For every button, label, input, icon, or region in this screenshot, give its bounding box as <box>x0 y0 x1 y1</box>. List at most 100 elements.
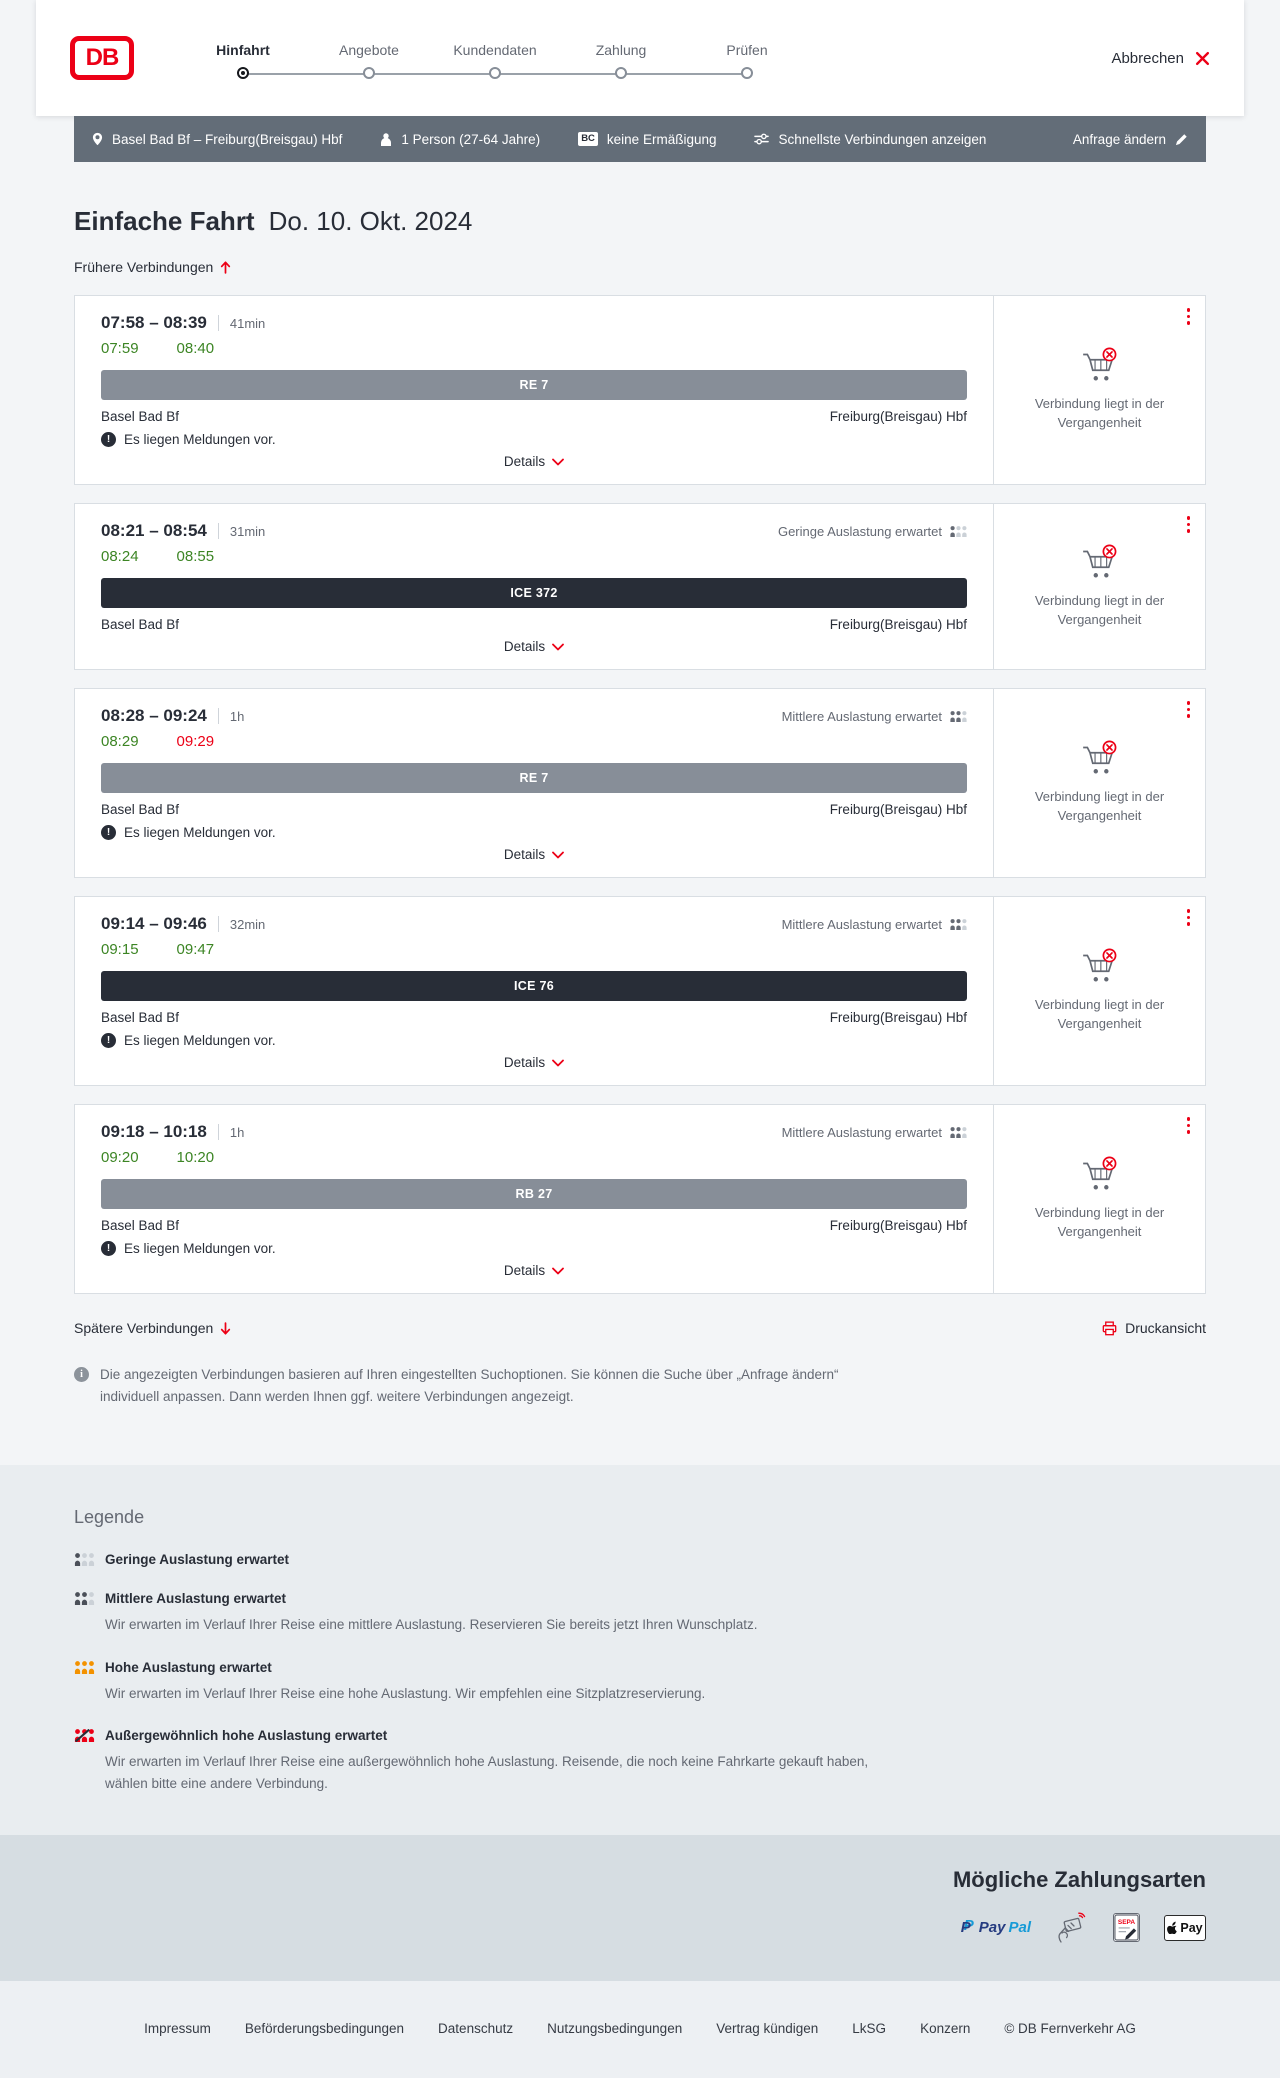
details-toggle[interactable]: Details <box>101 1055 967 1075</box>
footer-link-nutzungsbedingungen[interactable]: Nutzungsbedingungen <box>547 2020 683 2036</box>
search-options-note: Die angezeigten Verbindungen basieren au… <box>74 1364 884 1465</box>
printer-icon <box>1102 1320 1117 1335</box>
occupancy-medium-icon <box>950 1126 967 1138</box>
fastest-connections-label: Schnellste Verbindungen anzeigen <box>778 131 987 147</box>
chevron-down-icon <box>552 643 565 650</box>
step-label: Kundendaten <box>453 41 537 58</box>
kebab-menu[interactable] <box>1185 699 1193 720</box>
sepa-direct-debit-icon: SEPA <box>1113 1913 1140 1943</box>
past-connection-note: Verbindung liegt in der Vergangenheit <box>1034 396 1165 430</box>
divider <box>217 523 219 539</box>
planned-times: 07:58 – 08:39 <box>101 313 207 332</box>
connection-details: 08:21 – 08:54 31min Geringe Auslastung e… <box>75 504 993 669</box>
fastest-connections-toggle[interactable]: Schnellste Verbindungen anzeigen <box>754 132 986 147</box>
occupancy-exceptional-icon <box>74 1729 95 1743</box>
legend-item-medium: Mittlere Auslastung erwartet Wir erwarte… <box>74 1591 1206 1636</box>
train-label: RE 7 <box>519 771 549 785</box>
step-dot-icon <box>489 66 501 79</box>
occupancy-label: Mittlere Auslastung erwartet <box>781 1124 942 1140</box>
legend-item-high: Hohe Auslastung erwartet Wir erwarten im… <box>74 1660 1206 1705</box>
step-zahlung[interactable]: Zahlung <box>558 42 684 79</box>
origin-station: Basel Bad Bf <box>101 1010 180 1025</box>
search-options-note-text: Die angezeigten Verbindungen basieren au… <box>100 1367 839 1404</box>
planned-times: 09:18 – 10:18 <box>101 1122 207 1141</box>
details-toggle[interactable]: Details <box>101 1263 967 1283</box>
step-pruefen[interactable]: Prüfen <box>684 42 810 79</box>
planned-times: 08:21 – 08:54 <box>101 521 207 540</box>
divider <box>217 315 219 331</box>
duration: 32min <box>229 916 266 932</box>
occupancy-label: Geringe Auslastung erwartet <box>777 523 942 539</box>
step-angebote[interactable]: Angebote <box>306 42 432 79</box>
planned-times: 08:28 – 09:24 <box>101 706 207 725</box>
step-kundendaten[interactable]: Kundendaten <box>432 42 558 79</box>
legend-label: Mittlere Auslastung erwartet <box>105 1591 287 1607</box>
footer-link-datenschutz[interactable]: Datenschutz <box>438 2020 514 2036</box>
step-dot-icon <box>741 66 753 79</box>
messages-note: Es liegen Meldungen vor. <box>101 1033 967 1048</box>
cancel-label: Abbrechen <box>1111 49 1184 67</box>
cart-unavailable-icon <box>1082 1156 1116 1190</box>
later-connections-label: Spätere Verbindungen <box>74 1320 214 1336</box>
kebab-menu[interactable] <box>1185 1115 1193 1136</box>
step-label: Zahlung <box>595 41 647 58</box>
arrow-down-icon <box>221 1321 231 1335</box>
realtime-departure: 07:59 <box>101 340 139 357</box>
booking-panel: Verbindung liegt in der Vergangenheit <box>993 689 1205 877</box>
details-label: Details <box>503 1263 546 1278</box>
arrow-up-icon <box>221 260 231 274</box>
train-label: RE 7 <box>519 378 549 392</box>
realtime-arrival: 09:47 <box>176 941 215 958</box>
legend-description: Wir erwarten im Verlauf Ihrer Reise eine… <box>105 1617 758 1633</box>
duration: 1h <box>229 1124 245 1140</box>
connection-card: 08:28 – 09:24 1h Mittlere Auslastung erw… <box>74 688 1206 878</box>
info-icon <box>74 1367 89 1382</box>
footer-link-konzern[interactable]: Konzern <box>920 2020 971 2036</box>
booking-panel: Verbindung liegt in der Vergangenheit <box>993 504 1205 669</box>
svg-text:SEPA: SEPA <box>1118 1919 1135 1926</box>
footer: Impressum Beförderungsbedingungen Datens… <box>0 1980 1280 2078</box>
earlier-connections-label: Frühere Verbindungen <box>74 259 214 275</box>
divider <box>217 1124 219 1140</box>
past-connection-note: Verbindung liegt in der Vergangenheit <box>1034 592 1165 627</box>
legend-label: Hohe Auslastung erwartet <box>105 1659 272 1675</box>
details-toggle[interactable]: Details <box>101 639 967 659</box>
person-icon <box>381 132 392 146</box>
cart-unavailable-icon <box>1082 948 1116 982</box>
kebab-menu[interactable] <box>1185 514 1193 535</box>
details-toggle[interactable]: Details <box>101 847 967 867</box>
legend-label: Außergewöhnlich hohe Auslastung erwartet <box>105 1728 388 1744</box>
change-request-button[interactable]: Anfrage ändern <box>1073 132 1188 147</box>
footer-link-vertrag-kuendigen[interactable]: Vertrag kündigen <box>716 2020 819 2036</box>
step-dot-icon <box>615 66 627 79</box>
train-label: ICE 76 <box>513 979 554 993</box>
connection-card: 07:58 – 08:39 41min 07:59 08:40 RE 7 Bas… <box>74 295 1206 485</box>
occupancy-label: Mittlere Auslastung erwartet <box>781 708 942 724</box>
alert-icon <box>101 432 116 447</box>
chevron-down-icon <box>552 851 565 858</box>
earlier-connections-link[interactable]: Frühere Verbindungen <box>74 259 231 275</box>
realtime-departure: 09:15 <box>101 941 139 958</box>
passenger-summary: 1 Person (27-64 Jahre) <box>380 132 540 147</box>
occupancy-indicator: Geringe Auslastung erwartet <box>778 524 967 539</box>
cart-unavailable-icon <box>1082 740 1116 774</box>
footer-link-impressum[interactable]: Impressum <box>144 2020 211 2036</box>
details-toggle[interactable]: Details <box>101 454 967 474</box>
paypal-icon: P P Pay Pal <box>960 1917 1031 1937</box>
discount-summary: BC keine Ermäßigung <box>578 132 716 147</box>
planned-times: 09:14 – 09:46 <box>101 914 207 933</box>
occupancy-low-icon <box>950 525 967 537</box>
later-connections-link[interactable]: Spätere Verbindungen <box>74 1320 231 1336</box>
step-hinfahrt[interactable]: Hinfahrt <box>180 42 306 79</box>
credit-card-icon <box>1058 1912 1086 1943</box>
destination-station: Freiburg(Breisgau) Hbf <box>829 617 967 632</box>
print-view-link[interactable]: Druckansicht <box>1102 1320 1206 1336</box>
occupancy-high-icon <box>74 1660 95 1674</box>
footer-link-befoerderungsbedingungen[interactable]: Beförderungsbedingungen <box>244 2020 405 2036</box>
kebab-menu[interactable] <box>1185 306 1193 327</box>
duration: 31min <box>229 523 266 539</box>
cancel-button[interactable]: Abbrechen <box>1111 50 1210 67</box>
cart-unavailable-icon <box>1082 544 1116 578</box>
kebab-menu[interactable] <box>1185 907 1193 928</box>
footer-link-lksg[interactable]: LkSG <box>852 2020 887 2036</box>
